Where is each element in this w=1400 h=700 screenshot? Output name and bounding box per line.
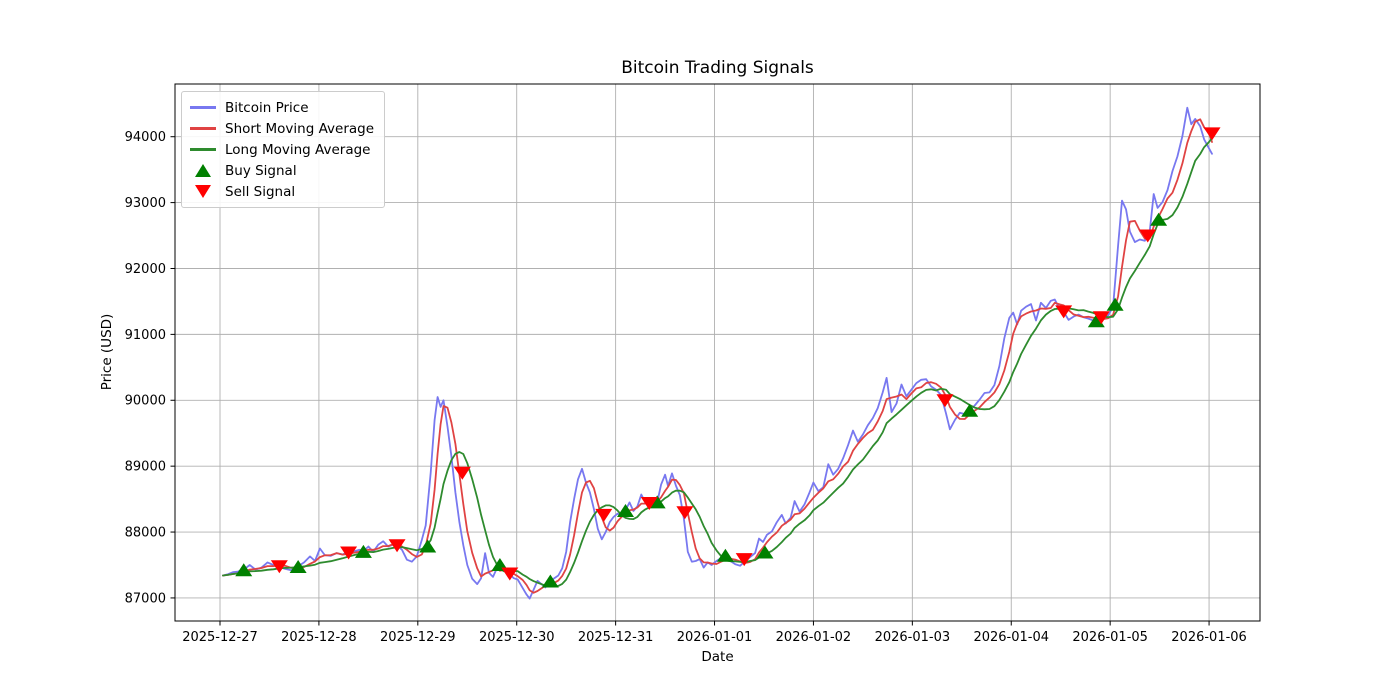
legend-label: Sell Signal (225, 183, 296, 200)
y-tick-label: 92000 (125, 262, 166, 277)
buy-signal-marker (1150, 212, 1168, 226)
sell-signal-icon (190, 185, 216, 198)
legend-label: Bitcoin Price (225, 99, 309, 116)
y-tick-label: 90000 (125, 394, 166, 409)
buy-signal-marker (961, 403, 979, 417)
y-tick-label: 93000 (125, 196, 166, 211)
buy-signal-marker (419, 539, 437, 553)
sell-signal-marker (1055, 305, 1073, 319)
x-tick-label: 2026-01-05 (1072, 630, 1148, 645)
sell-signal-marker (270, 560, 288, 574)
legend: Bitcoin Price Short Moving Average Long Mo… (181, 91, 386, 208)
x-axis-label: Date (701, 649, 734, 665)
buy-signal-marker (1087, 314, 1105, 328)
chart-title: Bitcoin Trading Signals (621, 58, 814, 78)
legend-item-sell-signal: Sell Signal (190, 181, 374, 202)
buy-signal-marker (289, 559, 307, 573)
legend-label: Short Moving Average (225, 120, 375, 137)
legend-item-short-moving-average: Short Moving Average (190, 118, 374, 139)
legend-item-long-moving-average: Long Moving Average (190, 139, 374, 160)
legend-line-swatch-long-moving-average (190, 148, 216, 151)
buy-signal-marker (648, 495, 666, 509)
x-tick-label: 2026-01-03 (875, 630, 951, 645)
axes-spines (174, 83, 1261, 622)
y-tick-label: 89000 (125, 460, 166, 475)
series-line-short-moving-average (222, 118, 1213, 594)
x-tick-label: 2026-01-04 (973, 630, 1049, 645)
x-tick-label: 2026-01-02 (776, 630, 852, 645)
buy-signal-marker (756, 545, 774, 559)
y-tick-label: 88000 (125, 525, 166, 540)
buy-signal-marker (235, 563, 253, 577)
x-tick-label: 2025-12-31 (578, 630, 654, 645)
sell-signal-marker (936, 394, 954, 408)
x-tick-label: 2026-01-06 (1171, 630, 1247, 645)
x-tick-label: 2025-12-29 (380, 630, 456, 645)
sell-signal-marker (735, 553, 753, 567)
buy-signal-marker (1106, 297, 1124, 311)
sell-signal-marker (1203, 127, 1221, 141)
y-tick-label: 87000 (125, 591, 166, 606)
y-tick-label: 94000 (125, 130, 166, 145)
series-line-long-moving-average (222, 137, 1213, 588)
buy-signal-marker (617, 503, 635, 517)
legend-line-swatch-bitcoin-price (190, 106, 216, 109)
sell-signal-marker (340, 546, 358, 560)
y-axis-label: Price (USD) (99, 313, 115, 391)
legend-label: Buy Signal (225, 162, 297, 179)
series-line-bitcoin-price (222, 106, 1213, 600)
legend-item-bitcoin-price: Bitcoin Price (190, 97, 374, 118)
x-tick-label: 2025-12-27 (182, 630, 258, 645)
legend-item-buy-signal: Buy Signal (190, 160, 374, 181)
sell-signal-marker (595, 508, 613, 522)
sell-signal-marker (501, 567, 519, 581)
x-tick-label: 2026-01-01 (677, 630, 753, 645)
sell-signal-marker (453, 466, 471, 480)
buy-signal-marker (716, 548, 734, 562)
legend-label: Long Moving Average (225, 141, 371, 158)
y-tick-label: 91000 (125, 328, 166, 343)
buy-signal-marker (354, 544, 372, 558)
x-tick-label: 2025-12-30 (479, 630, 555, 645)
buy-signal-icon (190, 164, 216, 177)
sell-signal-marker (388, 539, 406, 553)
sell-signal-marker (1092, 311, 1110, 325)
legend-line-swatch-short-moving-average (190, 127, 216, 130)
sell-signal-marker (676, 506, 694, 520)
x-tick-label: 2025-12-28 (281, 630, 357, 645)
sell-signal-marker (640, 497, 658, 511)
buy-signal-marker (541, 574, 559, 588)
sell-signal-marker (1139, 229, 1157, 243)
